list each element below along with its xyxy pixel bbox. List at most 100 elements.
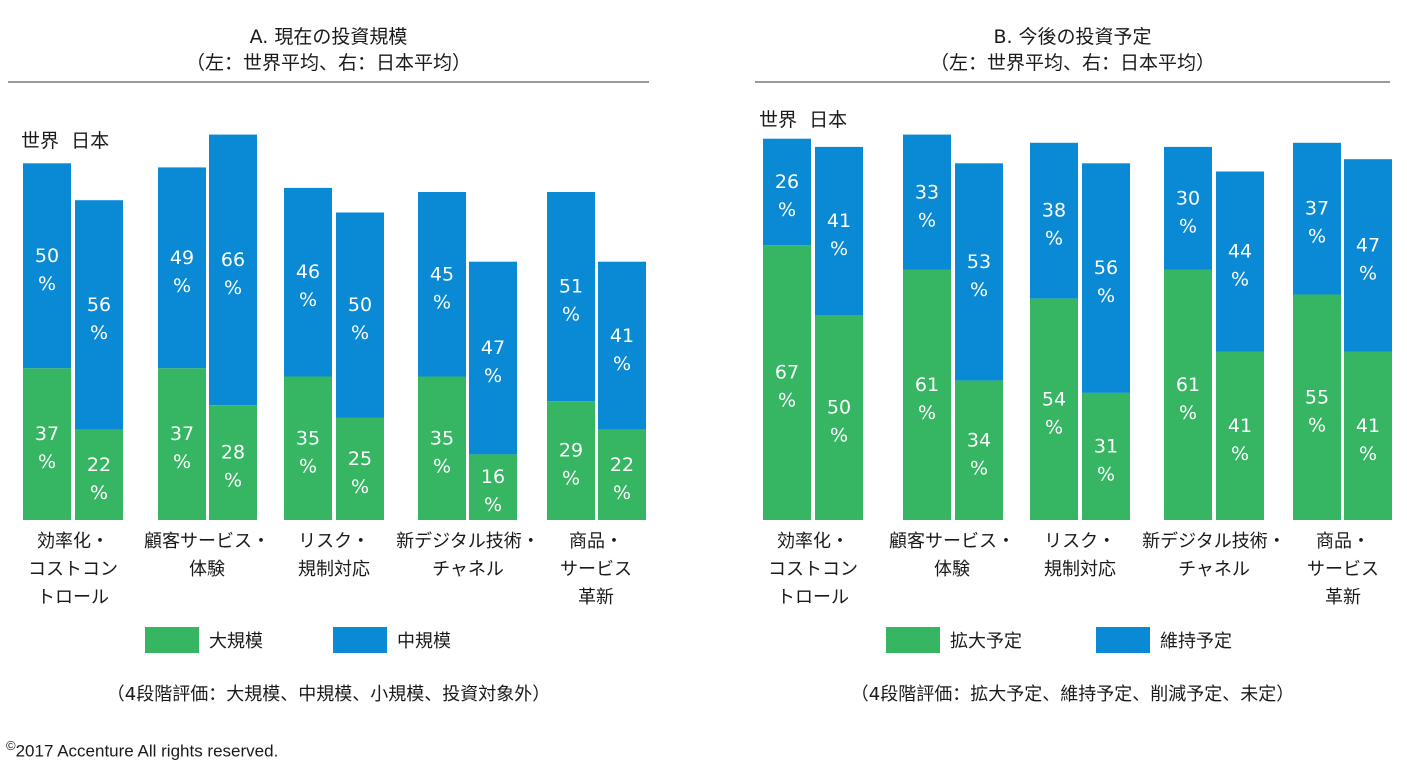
data-label-top: 37% — [1305, 198, 1329, 248]
bar-stack-world: 49 % 37% — [158, 167, 206, 520]
bar-segment-expand — [1344, 351, 1392, 520]
data-label-top: 56% — [1094, 257, 1118, 307]
bar-segment-large — [209, 405, 257, 520]
bar-stack-japan: 56 % 22% — [75, 200, 123, 520]
bar-segment-medium — [418, 192, 466, 377]
title-divider-b — [755, 81, 1390, 83]
category-label: 新デジタル技術・ チャネル — [396, 531, 540, 580]
bar-segment-medium — [23, 163, 71, 369]
data-label-top: 53% — [967, 251, 991, 301]
data-label-top: 38% — [1042, 200, 1066, 250]
data-label-bottom: 31% — [1094, 435, 1118, 485]
bar-segment-expand — [1082, 392, 1130, 520]
data-label-top: 41% — [610, 325, 634, 375]
plot-area-a: 50 % 37 % 56 % 22 % 49 % 37 % 66 % 28 % 46 % 35 % 50 % 25 % 45 % 3… — [23, 134, 646, 520]
bar-stack-japan: 50 % 25% — [336, 212, 384, 520]
data-label-bottom: 29% — [559, 440, 583, 490]
data-label-bottom: 35% — [296, 427, 320, 477]
bar-segment-medium — [469, 261, 517, 455]
data-label-bottom: 16% — [481, 466, 505, 516]
title-divider-a — [8, 81, 649, 83]
bar-segment-maintain — [763, 138, 811, 246]
data-label-bottom: 41% — [1356, 415, 1380, 465]
copyright-text: 2017 Accenture All rights reserved. — [15, 741, 279, 761]
data-label-bottom: 61% — [915, 374, 939, 424]
bar-segment-medium — [209, 134, 257, 406]
data-label-top: 44% — [1228, 241, 1252, 291]
bar-stack-world: 50 % 37% — [23, 163, 71, 520]
data-label-bottom: 37% — [170, 423, 194, 473]
data-label-bottom: 67% — [775, 362, 799, 412]
data-label-top: 51% — [559, 276, 583, 326]
data-label-top: 49% — [170, 247, 194, 297]
bar-stack-world: 46 % 35% — [284, 187, 332, 520]
category-label: 効率化・ コストコン トロール — [768, 531, 858, 608]
data-label-bottom: 25% — [348, 448, 372, 498]
chart-title-a-line2: （左：世界平均、右：日本平均） — [185, 52, 471, 74]
bar-segment-expand — [1216, 351, 1264, 520]
data-label-bottom: 22% — [87, 454, 111, 504]
data-label-top: 50% — [348, 294, 372, 344]
bar-segment-maintain — [1216, 171, 1264, 352]
bar-segment-medium — [284, 187, 332, 377]
bar-stack-japan: 47 % 41% — [1344, 159, 1392, 520]
data-label-bottom: 55% — [1305, 386, 1329, 436]
category-label: リスク・ 規制対応 — [298, 531, 370, 580]
data-label-top: 30% — [1176, 187, 1200, 237]
bar-segment-expand — [815, 315, 863, 520]
bar-segment-large — [418, 376, 466, 520]
data-label-top: 41% — [827, 210, 851, 260]
chart-title-a: A. 現在の投資規模 （左：世界平均、右：日本平均） — [8, 24, 649, 76]
data-label-top: 56% — [87, 294, 111, 344]
legend-swatch-large — [145, 626, 199, 653]
category-label: 顧客サービス・ 体験 — [889, 531, 1015, 580]
bar-stack-japan: 41 % 50% — [815, 146, 863, 520]
data-label-top: 46% — [296, 261, 320, 311]
legend-label-medium: 中規模 — [397, 630, 451, 652]
data-label-bottom: 54% — [1042, 388, 1066, 438]
chart-title-b: B. 今後の投資予定 （左：世界平均、右：日本平均） — [755, 24, 1390, 76]
category-label: リスク・ 規制対応 — [1044, 531, 1116, 580]
bar-stack-japan: 44 % 41% — [1216, 171, 1264, 520]
data-label-bottom: 34% — [967, 429, 991, 479]
data-label-top: 66% — [221, 249, 245, 299]
data-label-bottom: 50% — [827, 397, 851, 447]
data-label-top: 47% — [481, 337, 505, 387]
data-label-top: 45% — [430, 263, 454, 313]
group-header-b: 世界 日本 — [759, 109, 848, 131]
copyright-symbol: © — [6, 738, 16, 753]
bar-segment-medium — [336, 212, 384, 418]
bar-segment-maintain — [815, 146, 863, 315]
bar-segment-maintain — [1164, 146, 1212, 270]
bar-stack-japan: 47 % 16% — [469, 261, 517, 520]
bar-stack-japan: 41 % 22% — [598, 261, 646, 520]
bar-stack-world: 37 % 55% — [1293, 142, 1341, 520]
legend-label-large: 大規模 — [209, 630, 263, 652]
bar-segment-expand — [1293, 294, 1341, 520]
bar-stack-japan: 66 % 28% — [209, 134, 257, 520]
bar-segment-maintain — [955, 163, 1003, 381]
bar-segment-expand — [1164, 269, 1212, 520]
category-label: 商品・ サービス 革新 — [1307, 531, 1379, 608]
rating-note-b: （4段階評価：拡大予定、維持予定、削減予定、未定） — [850, 684, 1295, 705]
bar-segment-expand — [763, 245, 811, 521]
bar-stack-world: 26 % 67% — [763, 138, 811, 521]
plot-area-b: 26 % 67 % 41 % 50 % 33 % 61 % 53 % 34 % 38 % 54 % 56 % 31 % 30 % 6… — [763, 134, 1392, 521]
bar-segment-large — [469, 454, 517, 520]
data-label-top: 50% — [35, 245, 59, 295]
bar-segment-maintain — [1082, 163, 1130, 393]
bar-segment-expand — [903, 269, 951, 520]
legend-swatch-maintain — [1096, 626, 1150, 653]
chart-panel-b: B. 今後の投資予定 （左：世界平均、右：日本平均） 世界 日本 26% 67% 4… — [700, 0, 1407, 720]
bar-stack-world: 33 % 61% — [903, 134, 951, 520]
bar-segment-large — [284, 376, 332, 520]
category-label: 効率化・ コストコン トロール — [28, 531, 118, 608]
bar-segment-maintain — [1030, 142, 1078, 299]
data-label-bottom: 37% — [35, 423, 59, 473]
bar-segment-maintain — [903, 134, 951, 270]
bar-segment-maintain — [1293, 142, 1341, 295]
bar-segment-large — [158, 368, 206, 520]
bar-stack-world: 45 % 35% — [418, 192, 466, 520]
bar-stack-world: 38 % 54% — [1030, 142, 1078, 520]
bar-segment-large — [23, 368, 71, 520]
